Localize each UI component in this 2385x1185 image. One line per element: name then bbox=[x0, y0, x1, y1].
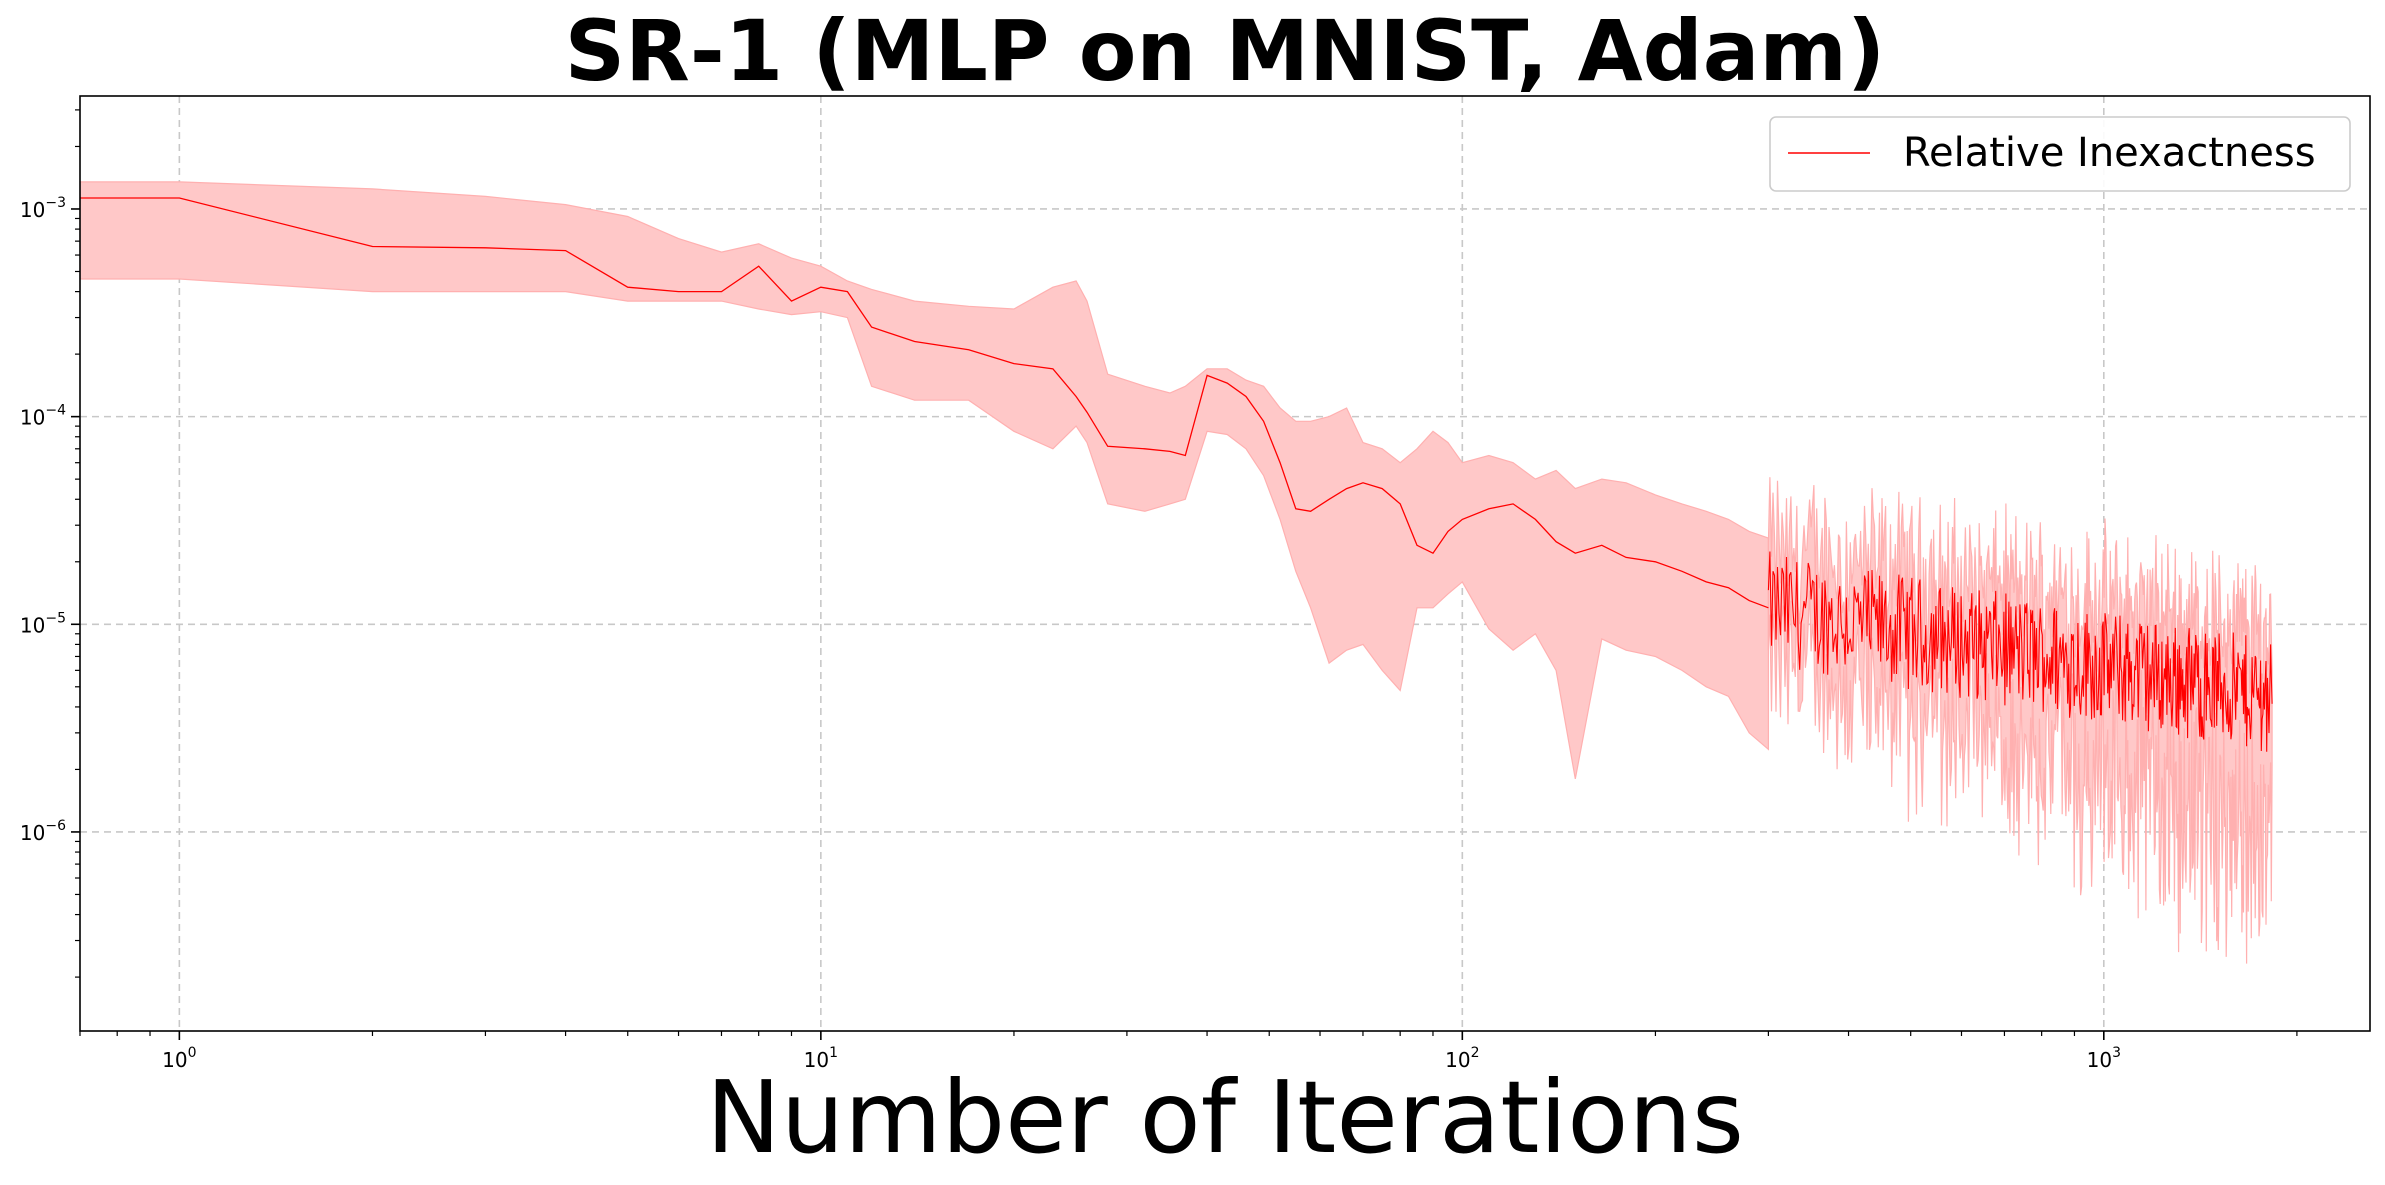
axis-ticks: 100 101 102 103 10−3 10−4 10−5 10−6 bbox=[20, 109, 2298, 1072]
series-line-tail bbox=[1767, 551, 2273, 752]
chart-title: SR-1 (MLP on MNIST, Adam) bbox=[565, 2, 1886, 100]
series-line-relative-inexactness bbox=[80, 197, 1769, 609]
legend: Relative Inexactness bbox=[1769, 116, 2351, 192]
legend-entry-label: Relative Inexactness bbox=[1903, 130, 2316, 176]
x-tick-label: 103 bbox=[2087, 1045, 2121, 1072]
confidence-band-layer bbox=[79, 181, 2273, 964]
x-tick-label: 100 bbox=[162, 1045, 196, 1072]
x-tick-label: 102 bbox=[1445, 1045, 1479, 1072]
confidence-band bbox=[79, 181, 1769, 780]
plot-frame bbox=[79, 95, 2371, 1032]
y-tick-label: 10−6 bbox=[20, 818, 66, 845]
y-tick-label: 10−3 bbox=[20, 195, 66, 222]
y-tick-label: 10−4 bbox=[20, 403, 66, 430]
legend-box bbox=[1769, 116, 2351, 192]
series-line-layer bbox=[80, 197, 2273, 752]
x-tick-label: 101 bbox=[804, 1045, 838, 1072]
y-tick-label: 10−5 bbox=[20, 610, 66, 637]
x-axis-label: Number of Iterations bbox=[706, 1059, 1744, 1176]
